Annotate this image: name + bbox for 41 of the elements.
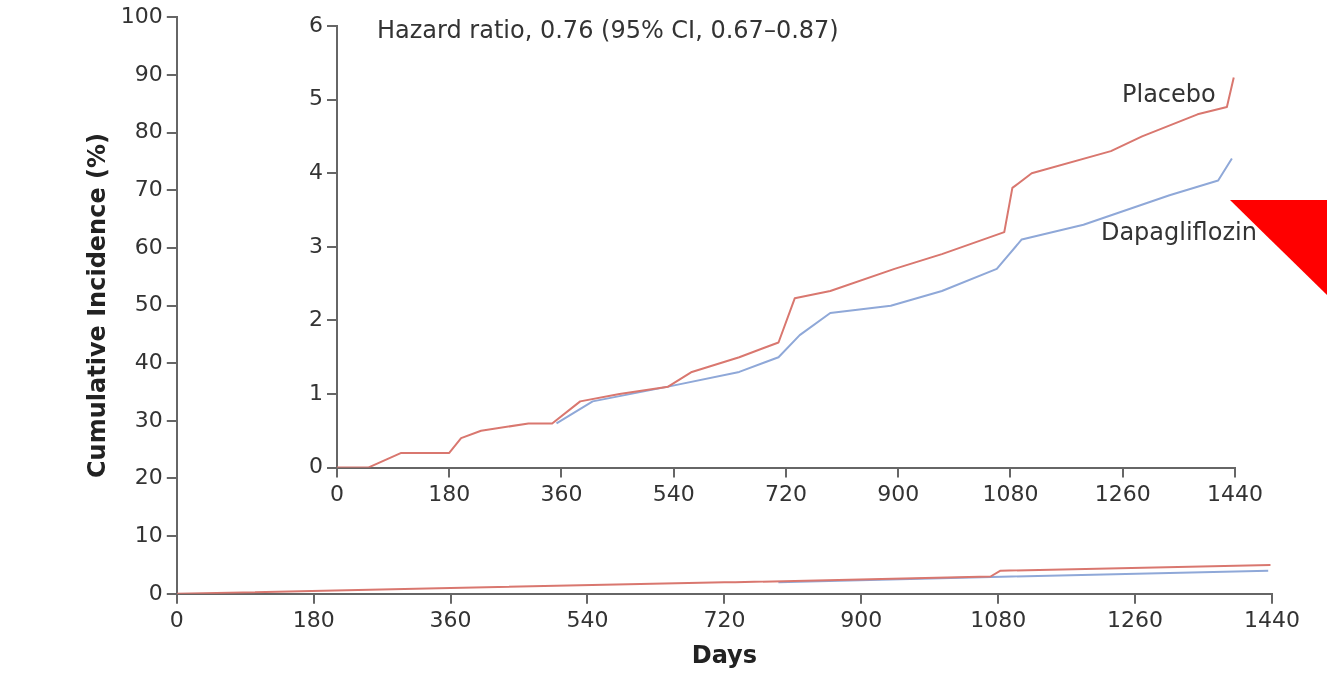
y-axis-title: Cumulative Incidence (%) — [82, 132, 111, 479]
y-tick-label: 40 — [134, 348, 163, 374]
series-label: Placebo — [1122, 79, 1216, 108]
y-tick-label: 90 — [134, 60, 163, 86]
x-tick-label: 180 — [428, 480, 471, 506]
y-tick-label: 6 — [309, 11, 323, 37]
y-tick-label: 30 — [134, 406, 163, 432]
y-tick-label: 50 — [134, 291, 163, 317]
y-tick-label: 2 — [309, 306, 323, 332]
y-tick-label: 0 — [309, 453, 323, 479]
x-tick-label: 180 — [292, 606, 335, 632]
x-tick-label: 1080 — [982, 480, 1039, 506]
y-tick-label: 10 — [134, 521, 163, 547]
y-tick-label: 0 — [148, 579, 163, 605]
y-tick-label: 80 — [134, 118, 163, 144]
x-tick-label: 1260 — [1107, 606, 1164, 632]
x-tick-label: 900 — [840, 606, 883, 632]
x-tick-label: 1080 — [970, 606, 1027, 632]
x-tick-label: 0 — [330, 480, 344, 506]
y-tick-label: 5 — [309, 85, 323, 111]
x-tick-label: 900 — [877, 480, 920, 506]
x-tick-label: 1260 — [1094, 480, 1151, 506]
x-tick-label: 720 — [703, 606, 746, 632]
x-tick-label: 540 — [652, 480, 695, 506]
y-tick-label: 100 — [120, 2, 163, 28]
x-tick-label: 540 — [566, 606, 609, 632]
y-tick-label: 60 — [134, 233, 163, 259]
x-axis-title: Days — [691, 640, 758, 669]
x-tick-label: 1440 — [1207, 480, 1263, 506]
x-tick-label: 0 — [169, 606, 184, 632]
x-tick-label: 1440 — [1244, 606, 1300, 632]
y-tick-label: 1 — [309, 379, 323, 405]
x-tick-label: 720 — [765, 480, 807, 506]
annotation: Hazard ratio, 0.76 (95% CI, 0.67–0.87) — [377, 16, 839, 45]
y-tick-label: 70 — [134, 175, 163, 201]
y-tick-label: 4 — [309, 158, 323, 184]
x-tick-label: 360 — [429, 606, 472, 632]
y-tick-label: 20 — [134, 464, 163, 490]
series-label: Dapagliflozin — [1100, 217, 1257, 246]
y-tick-label: 3 — [309, 232, 323, 258]
x-tick-label: 360 — [540, 480, 583, 506]
